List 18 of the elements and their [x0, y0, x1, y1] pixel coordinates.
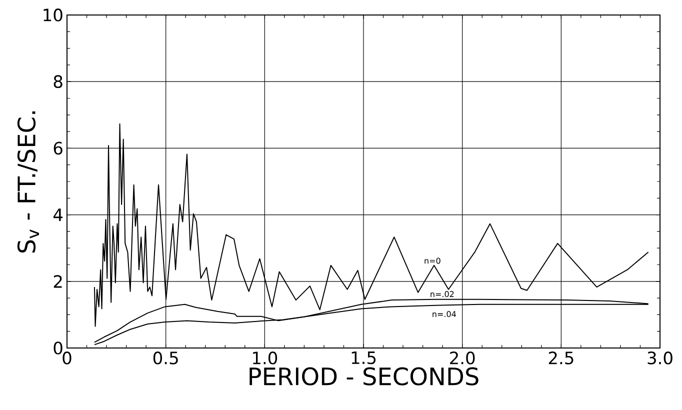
y-tick-label: 6: [54, 142, 62, 155]
x-tick-label: 1.0: [253, 352, 278, 364]
y-tick-label: 10: [44, 8, 62, 22]
y-axis-title: S$_{v}$ - FT./SEC.: [17, 111, 39, 253]
x-tick-label: 1.5: [352, 352, 376, 364]
x-tick-label: 3.0: [648, 352, 672, 364]
x-tick-label: 0: [62, 352, 72, 364]
x-tick-label: 2.5: [548, 352, 574, 364]
x-axis-title: PERIOD - SECONDS: [250, 367, 478, 386]
series-label: n=.02: [430, 291, 454, 298]
y-tick-label: 8: [54, 75, 62, 88]
y-tick-label: 0: [54, 342, 62, 354]
series-label: n=.04: [432, 311, 456, 318]
x-tick-label: 2.0: [450, 352, 475, 364]
y-tick-label: 4: [53, 208, 63, 221]
x-tick-label: 0.5: [153, 352, 178, 364]
y-tick-label: 2: [54, 275, 62, 288]
series-label: n=0: [424, 258, 440, 264]
